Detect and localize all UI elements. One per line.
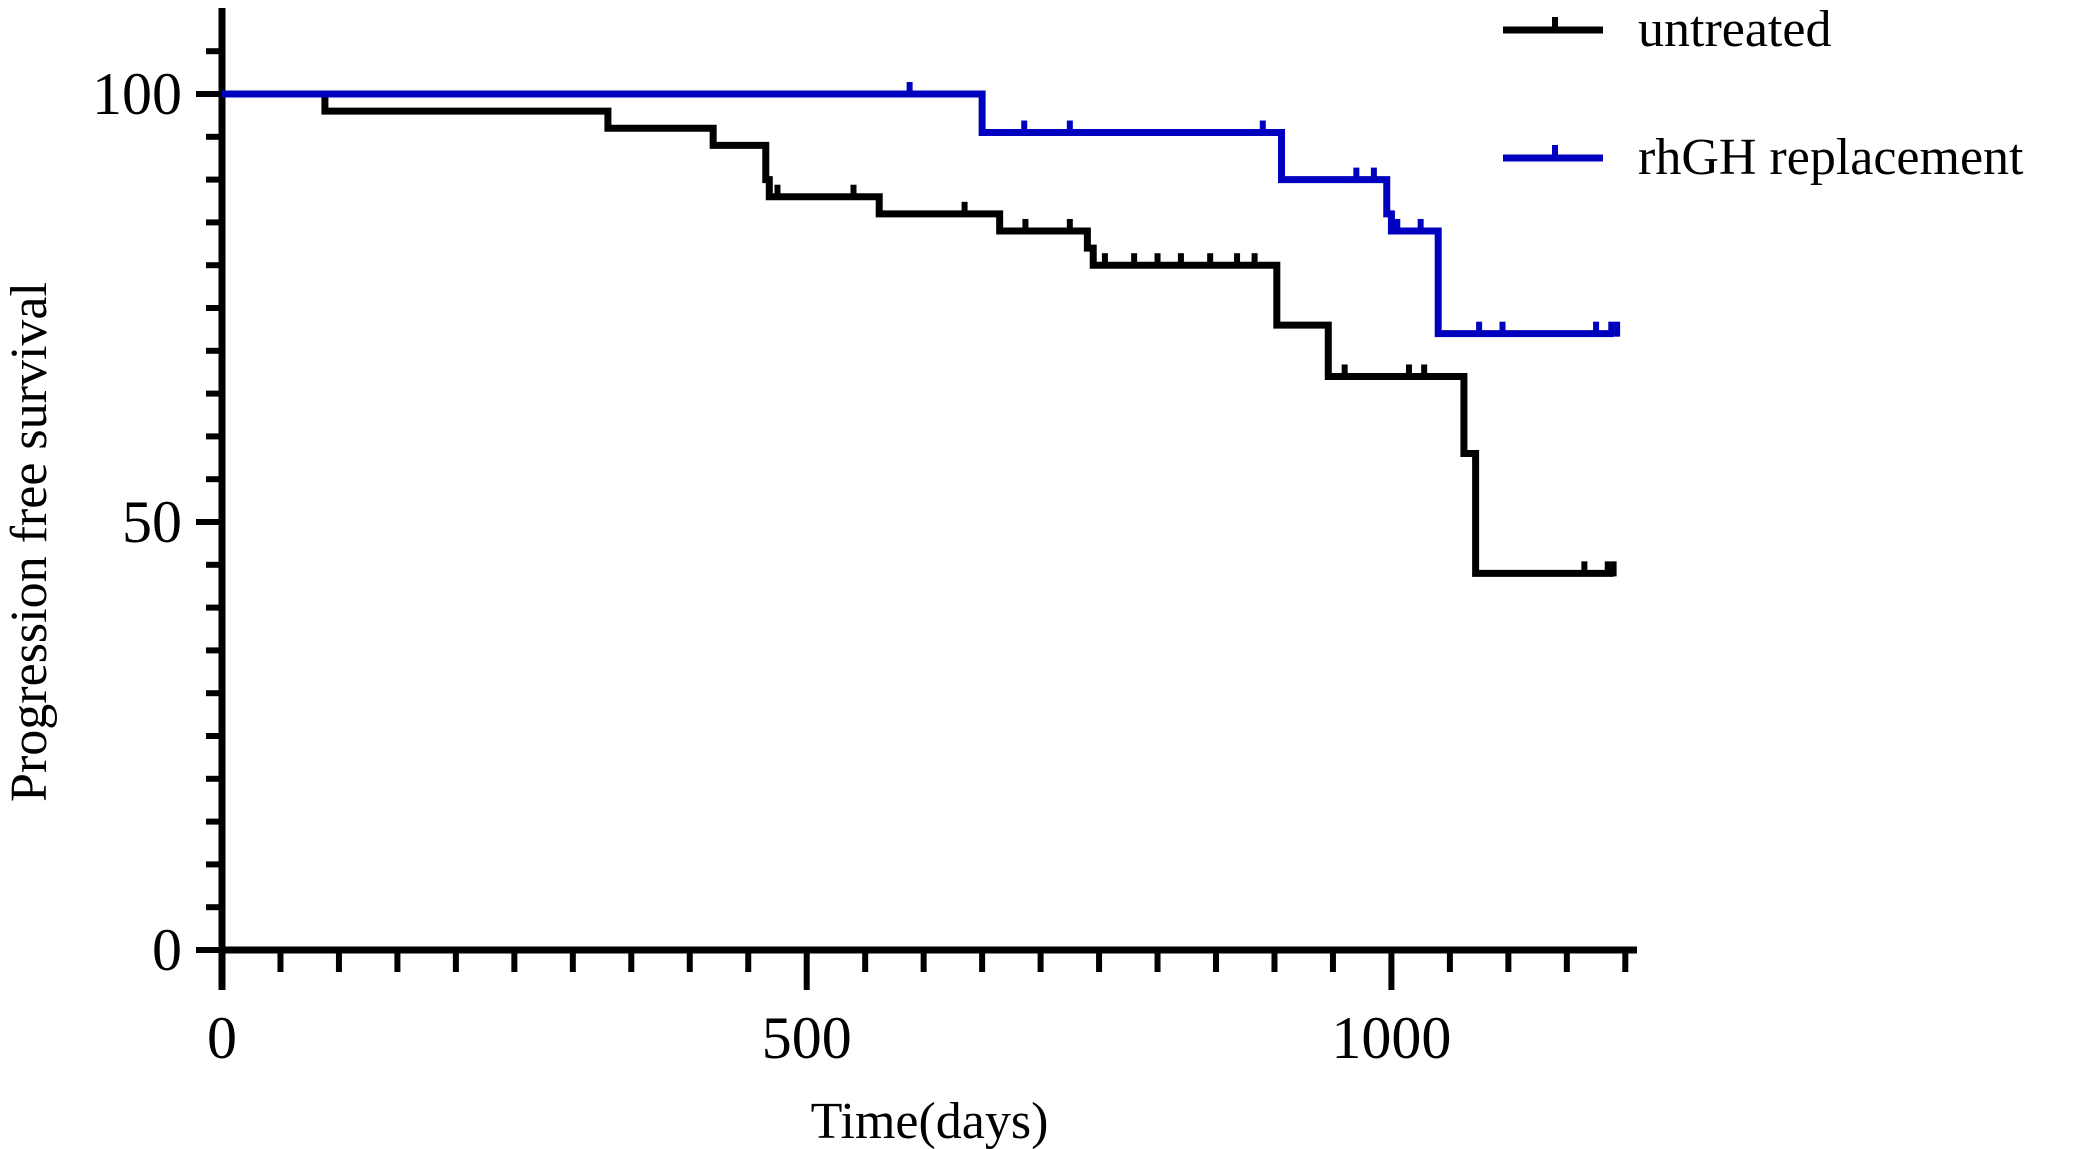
x-axis-ticks: 0 500 1000: [207, 950, 1629, 1071]
survival-curve: [222, 90, 1614, 577]
x-tick-label: 1000: [1331, 1005, 1451, 1071]
legend-item-rhgh-replacement: rhGH replacement: [1503, 129, 2024, 186]
y-tick-label: 100: [92, 61, 182, 127]
legend-item-untreated: untreated: [1503, 1, 1831, 58]
axes: 0 50 100 0 500 1000: [92, 8, 1637, 1071]
legend-label: rhGH replacement: [1638, 129, 2024, 186]
y-tick-label: 50: [122, 489, 182, 555]
x-tick-label: 0: [207, 1005, 237, 1071]
survival-curve: [222, 90, 1614, 338]
y-axis-ticks: 0 50 100: [92, 48, 222, 983]
x-tick-label: 500: [762, 1005, 852, 1071]
series-untreated: [222, 90, 1617, 577]
legend-label: untreated: [1638, 1, 1831, 58]
series-layer: [222, 82, 1621, 577]
x-axis-label: Time(days): [811, 1093, 1049, 1149]
y-axis-label: Progression free survival: [1, 282, 58, 802]
series-rhgh-replacement: [222, 82, 1621, 338]
legend: untreated rhGH replacement: [1503, 1, 2024, 186]
y-tick-label: 0: [152, 917, 182, 983]
